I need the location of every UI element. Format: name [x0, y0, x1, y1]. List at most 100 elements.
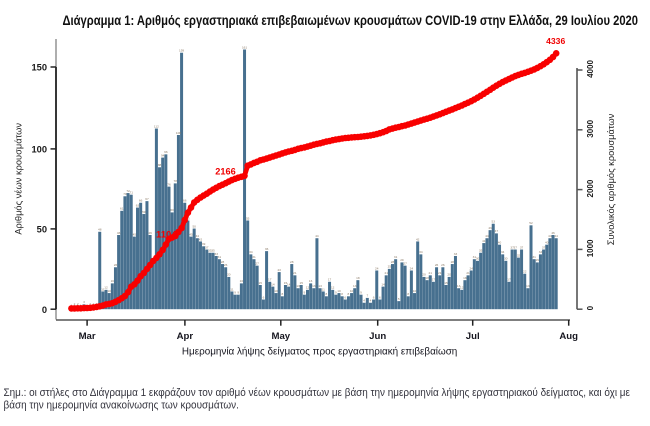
svg-text:11: 11: [230, 287, 233, 291]
svg-text:18: 18: [463, 276, 467, 280]
svg-text:30: 30: [504, 257, 508, 261]
svg-text:35: 35: [211, 249, 215, 253]
svg-text:46: 46: [551, 231, 555, 235]
svg-text:18: 18: [356, 276, 360, 280]
svg-text:41: 41: [482, 239, 486, 243]
svg-text:14: 14: [287, 282, 291, 286]
svg-text:66: 66: [183, 199, 187, 203]
svg-text:49: 49: [488, 226, 492, 230]
svg-text:Mar: Mar: [79, 331, 96, 342]
svg-text:6: 6: [379, 295, 381, 299]
svg-text:71: 71: [129, 190, 133, 194]
svg-text:2: 2: [74, 302, 76, 306]
svg-text:52: 52: [529, 221, 533, 225]
svg-text:24: 24: [410, 266, 414, 270]
svg-text:28: 28: [391, 260, 395, 264]
svg-text:16: 16: [309, 279, 313, 283]
svg-text:βάση την ημερομηνία ανακοίνωση: βάση την ημερομηνία ανακοίνωσης των κρου…: [4, 399, 239, 412]
svg-text:34: 34: [539, 250, 543, 254]
svg-text:15: 15: [444, 281, 448, 285]
svg-text:8: 8: [348, 292, 350, 296]
svg-text:Jul: Jul: [466, 331, 480, 342]
svg-text:1000: 1000: [586, 239, 595, 257]
svg-text:4336: 4336: [546, 36, 565, 46]
svg-text:21: 21: [466, 271, 470, 275]
svg-text:1104: 1104: [156, 230, 177, 241]
svg-text:63: 63: [136, 203, 140, 207]
svg-text:0: 0: [586, 305, 595, 310]
svg-text:8: 8: [326, 292, 328, 296]
svg-text:14: 14: [381, 282, 385, 286]
svg-text:15: 15: [259, 281, 263, 285]
svg-text:2: 2: [89, 302, 91, 306]
svg-text:159: 159: [179, 49, 184, 53]
svg-text:37: 37: [510, 245, 514, 249]
svg-text:45: 45: [189, 232, 193, 236]
svg-text:4: 4: [370, 299, 372, 303]
svg-text:Ημερομηνία λήψης δείγματος προ: Ημερομηνία λήψης δείγματος προς εργαστηρ…: [182, 347, 457, 358]
svg-text:31: 31: [252, 255, 256, 259]
svg-text:16: 16: [240, 279, 244, 283]
svg-text:21: 21: [384, 271, 388, 275]
svg-text:150: 150: [31, 63, 47, 73]
svg-text:26: 26: [114, 263, 118, 267]
svg-text:16: 16: [111, 279, 115, 283]
svg-text:37: 37: [205, 245, 209, 249]
svg-text:2: 2: [77, 302, 79, 306]
svg-text:13: 13: [526, 284, 530, 288]
svg-text:17: 17: [328, 278, 332, 282]
svg-text:10: 10: [337, 289, 341, 293]
svg-text:Σημ.: οι στήλες στο Διάγραμμα: Σημ.: οι στήλες στο Διάγραμμα 1 εκφράζου…: [4, 386, 631, 399]
svg-text:31: 31: [473, 255, 477, 259]
svg-text:13: 13: [296, 284, 300, 288]
svg-text:108: 108: [176, 131, 181, 135]
svg-text:23: 23: [277, 268, 281, 272]
svg-text:26: 26: [441, 263, 445, 267]
svg-text:37: 37: [542, 245, 546, 249]
svg-text:20: 20: [422, 273, 426, 277]
svg-text:17: 17: [268, 278, 272, 282]
svg-text:28: 28: [221, 260, 225, 264]
svg-text:26: 26: [224, 263, 228, 267]
svg-text:12: 12: [331, 286, 335, 290]
svg-text:39: 39: [202, 242, 206, 246]
svg-text:59: 59: [142, 210, 146, 214]
svg-text:33: 33: [214, 252, 218, 256]
svg-text:50: 50: [37, 225, 47, 235]
svg-text:2: 2: [93, 302, 95, 306]
svg-text:17: 17: [507, 278, 511, 282]
svg-text:3000: 3000: [586, 119, 595, 137]
svg-text:Apr: Apr: [177, 331, 194, 342]
svg-text:30: 30: [476, 257, 480, 261]
svg-text:42: 42: [416, 237, 420, 241]
svg-text:37: 37: [514, 245, 518, 249]
svg-text:24: 24: [375, 266, 379, 270]
svg-text:78: 78: [174, 179, 178, 183]
svg-text:10: 10: [107, 289, 111, 293]
svg-text:26: 26: [435, 263, 439, 267]
svg-text:21: 21: [293, 271, 297, 275]
svg-text:12: 12: [460, 286, 464, 290]
svg-text:40: 40: [545, 240, 549, 244]
svg-text:12: 12: [104, 286, 108, 290]
svg-text:53: 53: [492, 220, 496, 224]
svg-text:May: May: [271, 331, 290, 342]
svg-text:112: 112: [154, 124, 159, 128]
svg-text:6: 6: [344, 295, 346, 299]
svg-text:9: 9: [237, 290, 239, 294]
svg-text:24: 24: [469, 266, 473, 270]
svg-text:11: 11: [101, 287, 104, 291]
svg-text:67: 67: [145, 197, 149, 201]
svg-text:33: 33: [454, 252, 458, 256]
svg-text:88: 88: [158, 163, 162, 167]
svg-text:29: 29: [400, 258, 404, 262]
svg-text:35: 35: [479, 249, 483, 253]
svg-text:35: 35: [208, 249, 212, 253]
svg-text:46: 46: [148, 231, 152, 235]
svg-text:28: 28: [451, 260, 455, 264]
svg-text:13: 13: [312, 284, 316, 288]
svg-text:Συνολικός αριθμός κρουσμάτων: Συνολικός αριθμός κρουσμάτων: [606, 113, 616, 245]
svg-text:18: 18: [425, 276, 429, 280]
svg-text:42: 42: [199, 237, 203, 241]
svg-text:17: 17: [432, 278, 436, 282]
